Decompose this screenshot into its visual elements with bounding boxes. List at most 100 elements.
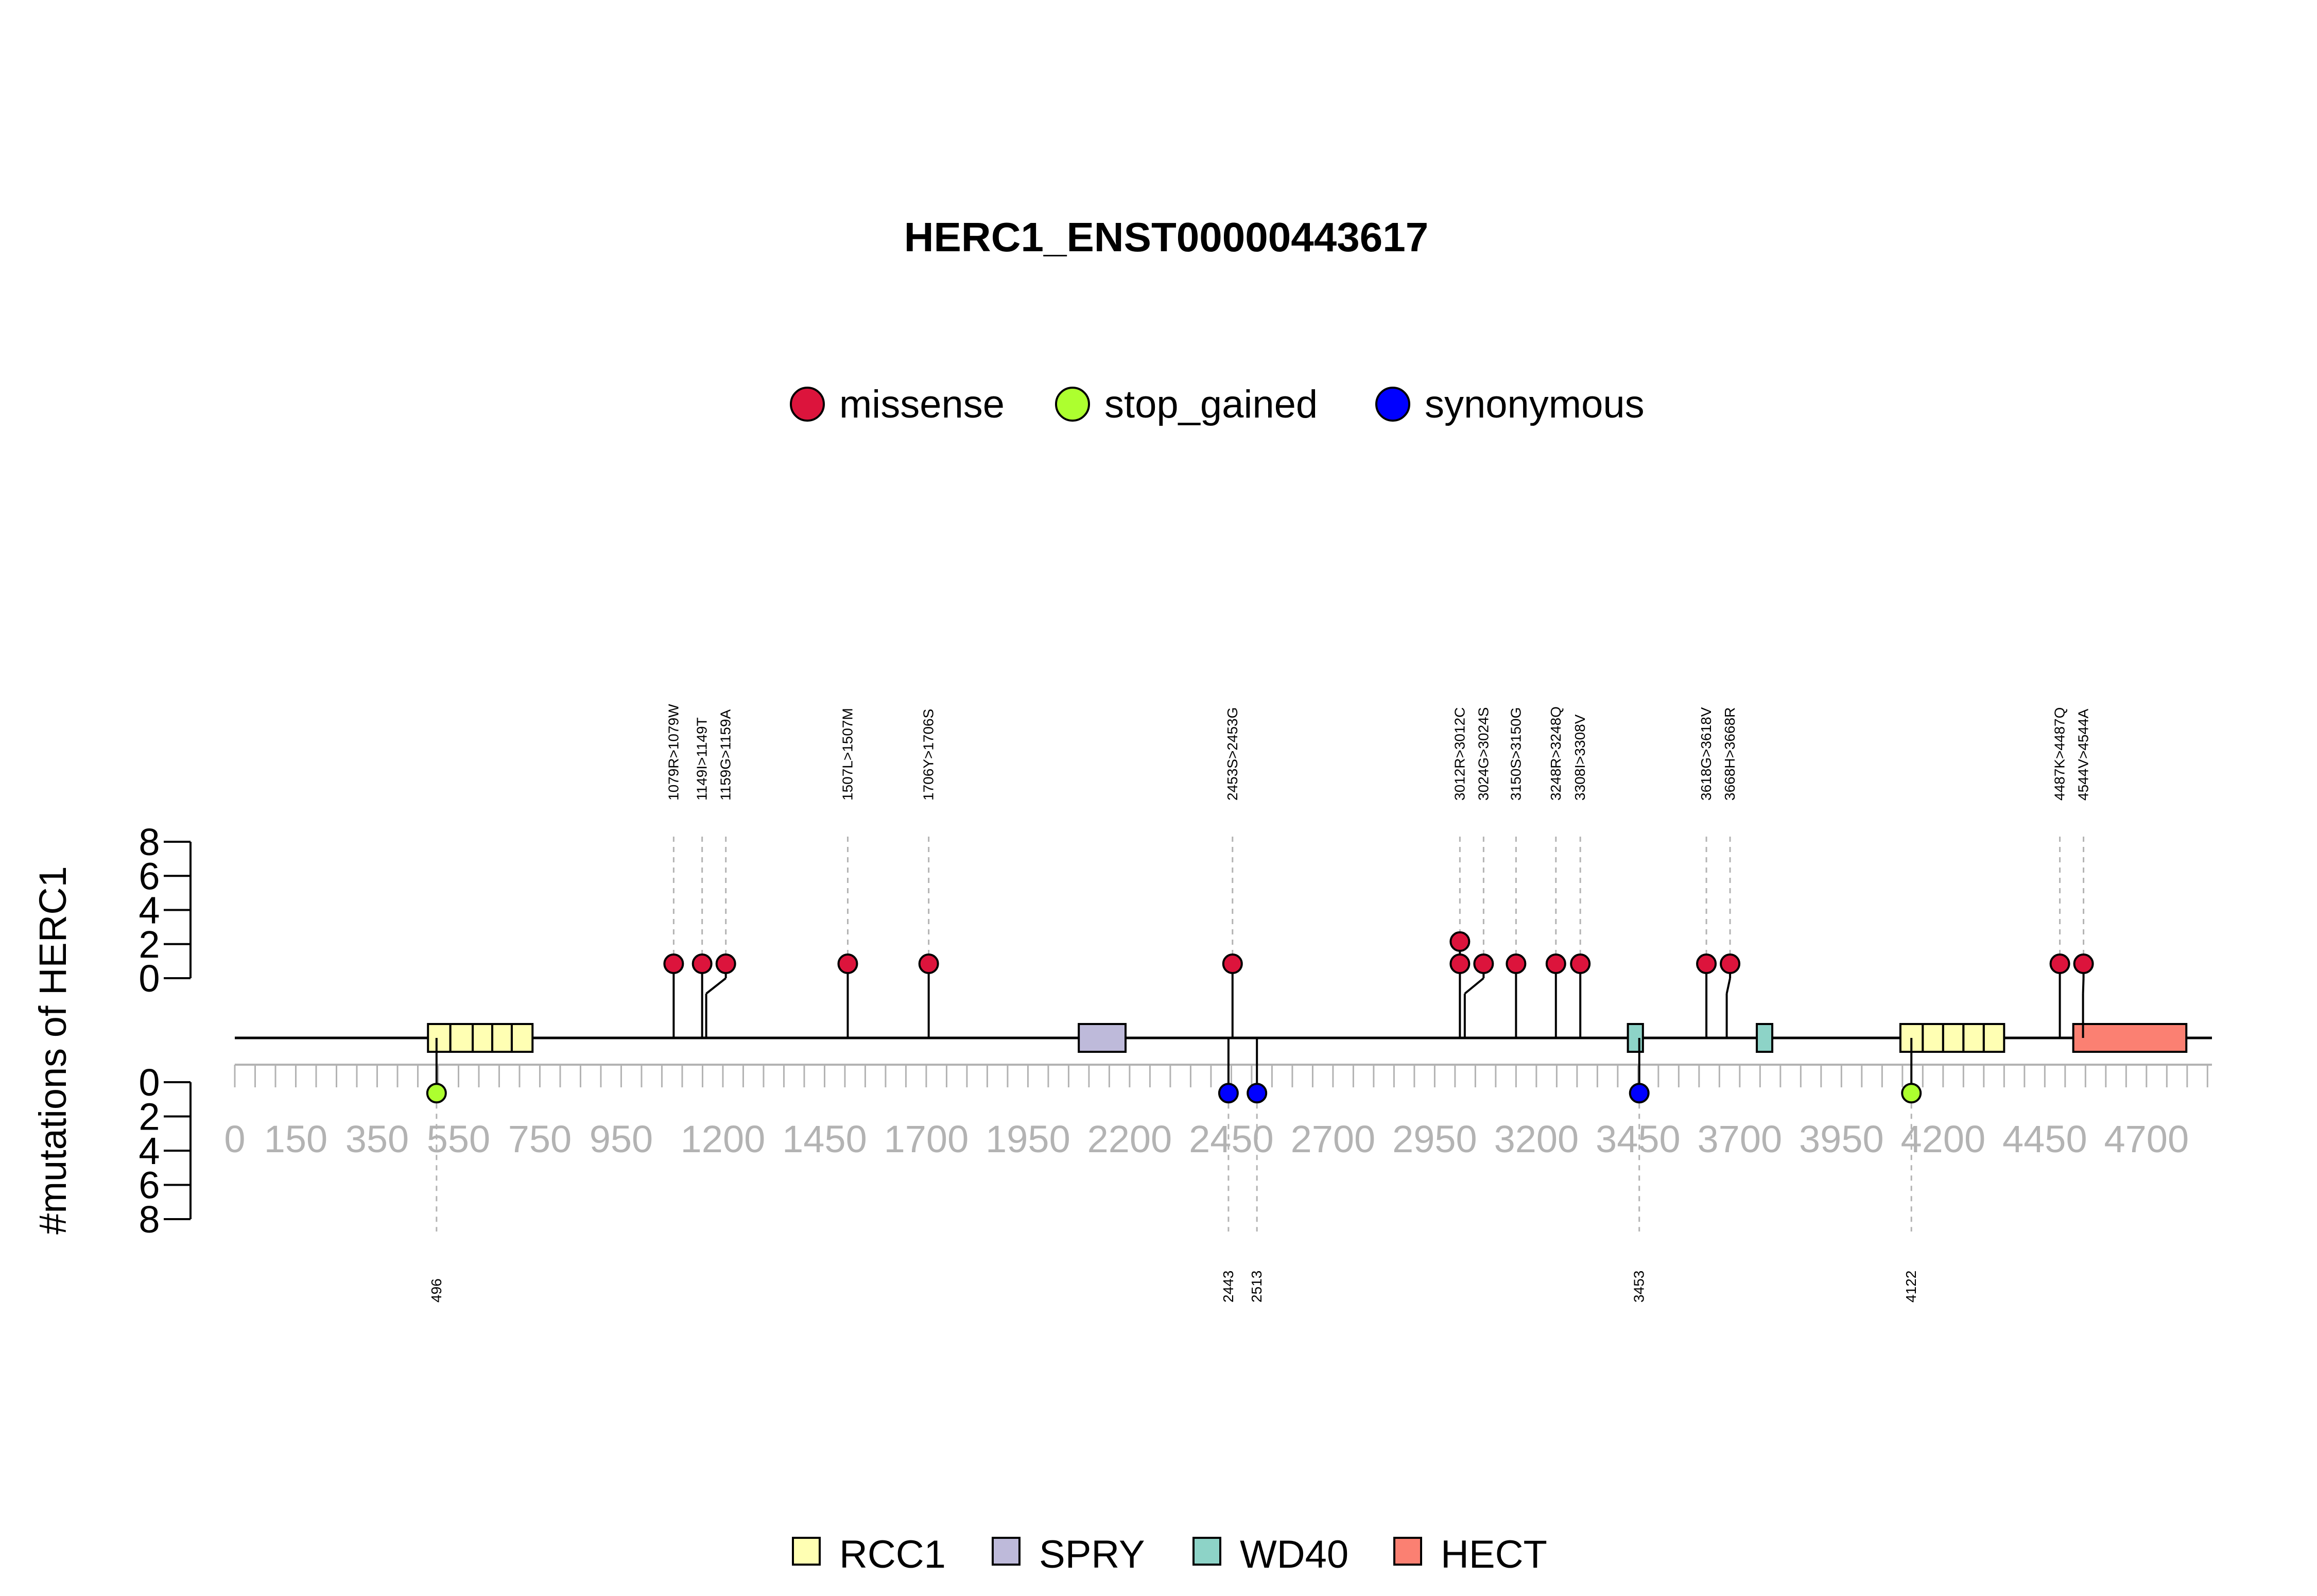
y-tick-label-top: 8 — [139, 821, 160, 863]
mutation-label: 1507L>1507M — [839, 708, 855, 801]
domain-wd40 — [1627, 1023, 1644, 1053]
domain-rcc1 — [1922, 1023, 1944, 1053]
y-axis-label: #mutations of HERC1 — [31, 866, 74, 1235]
mutation-label: 1159G>1159A — [718, 709, 734, 801]
x-tick-label: 750 — [508, 1118, 572, 1160]
mutation-point — [1720, 953, 1741, 974]
y-tick-label-bottom: 0 — [139, 1061, 160, 1104]
x-tick-label: 4200 — [1901, 1118, 1986, 1160]
y-tick-label-bottom: 4 — [139, 1130, 160, 1172]
mutation-label: 3668H>3668R — [1722, 707, 1738, 801]
x-tick-label: 150 — [264, 1118, 327, 1160]
legend-rcc1-swatch — [792, 1537, 821, 1566]
x-tick-label: 1200 — [681, 1118, 766, 1160]
y-tick-label-bottom: 8 — [139, 1198, 160, 1241]
mutation-label: 1149I>1149T — [694, 717, 710, 801]
y-tick-label-top: 2 — [139, 923, 160, 966]
mutation-label: 3618G>3618V — [1698, 707, 1714, 801]
mutation-point — [1570, 953, 1591, 974]
domain-wd40 — [1756, 1023, 1774, 1053]
legend-synonymous-marker — [1375, 387, 1410, 422]
mutation-label: 3012R>3012C — [1451, 707, 1467, 801]
domain-rcc1 — [1962, 1023, 1985, 1053]
mutation-label: 2453S>2453G — [1224, 707, 1240, 801]
x-tick-label: 2200 — [1087, 1118, 1172, 1160]
y-tick-label-top: 4 — [139, 889, 160, 932]
x-tick-label: 950 — [590, 1118, 653, 1160]
mutation-stem-bend — [2082, 978, 2085, 994]
mutation-point — [837, 953, 858, 974]
legend-wd40-swatch — [1192, 1537, 1221, 1566]
domain-spry — [1078, 1023, 1127, 1053]
mutation-point-bottom — [1629, 1083, 1650, 1104]
x-tick-label: 4450 — [2002, 1118, 2087, 1160]
mutation-stem-bend — [1725, 978, 1732, 994]
x-tick-label: 1950 — [985, 1118, 1070, 1160]
legend-hect-label: HECT — [1441, 1533, 1547, 1576]
x-axis: 0 150 350 550 750 950 1200 1450 1700 1950 2200 2450… — [224, 1064, 2212, 1160]
mutation-label: 3308I>3308V — [1572, 714, 1588, 801]
mutation-label: 3024G>3024S — [1475, 707, 1491, 801]
mutation-point — [1506, 953, 1527, 974]
domain-rcc1 — [427, 1023, 452, 1053]
mutation-label: 3248R>3248Q — [1548, 706, 1564, 801]
y-tick-label-bottom: 6 — [139, 1164, 160, 1207]
mutation-stem-bend — [705, 977, 727, 995]
y-tick-label-top: 0 — [139, 957, 160, 1000]
x-tick-label: 3950 — [1799, 1118, 1884, 1160]
domain-rcc1 — [491, 1023, 513, 1053]
mutation-point — [663, 953, 684, 974]
mutation-stem-bend — [1464, 977, 1484, 995]
mutation-point — [715, 953, 736, 974]
mutation-point — [2073, 953, 2094, 974]
domain-rcc1 — [449, 1023, 474, 1053]
domain-rcc1 — [472, 1023, 494, 1053]
mutation-point — [1222, 953, 1243, 974]
x-tick-label: 350 — [345, 1118, 409, 1160]
mutation-point-bottom — [1218, 1083, 1239, 1104]
x-tick-label: 3450 — [1596, 1118, 1681, 1160]
x-tick-label: 0 — [224, 1118, 245, 1160]
mutation-label: 1079R>1079W — [665, 704, 681, 801]
mutation-point — [1449, 931, 1471, 952]
y-tick-label-bottom: 2 — [139, 1096, 160, 1138]
mutation-label: 1706Y>1706S — [921, 709, 937, 801]
y-tick-label-top: 6 — [139, 855, 160, 897]
x-tick-label: 2450 — [1189, 1118, 1274, 1160]
x-tick-label: 4700 — [2104, 1118, 2189, 1160]
mutation-point — [918, 953, 939, 974]
mutation-point-bottom — [1247, 1083, 1268, 1104]
x-tick-label: 550 — [427, 1118, 490, 1160]
x-tick-label: 2700 — [1291, 1118, 1376, 1160]
legend-missense-marker — [790, 387, 825, 422]
legend-rcc1-label: RCC1 — [839, 1533, 946, 1576]
x-tick-label: 1700 — [884, 1118, 969, 1160]
legend-stop-gained-marker — [1055, 387, 1090, 422]
domain-rcc1 — [1982, 1023, 2005, 1053]
legend-missense-label: missense — [839, 383, 1005, 426]
mutation-position-label: 4122 — [1903, 1271, 1919, 1303]
mutation-point — [1696, 953, 1717, 974]
bottom-mutations: 496 2443 2513 3453 4122 — [426, 1038, 1922, 1303]
mutation-point — [1545, 953, 1566, 974]
chart-title: HERC1_ENST00000443617 — [904, 214, 1428, 260]
mutation-label: 4544V>4544A — [2076, 708, 2091, 801]
mutation-point — [691, 953, 713, 974]
domain-legend: RCC1 SPRY WD40 HECT — [792, 1533, 1547, 1576]
legend-hect-swatch — [1393, 1537, 1422, 1566]
domain-hect — [2072, 1023, 2188, 1053]
x-tick-label: 1450 — [782, 1118, 867, 1160]
mutation-point-bottom — [426, 1083, 447, 1104]
mutation-legend: missense stop_gained synonymous — [790, 383, 1645, 426]
mutation-position-label: 3453 — [1631, 1271, 1647, 1303]
mutation-position-label: 2513 — [1249, 1271, 1265, 1303]
x-tick-label: 3700 — [1698, 1118, 1783, 1160]
x-tick-label: 2950 — [1392, 1118, 1477, 1160]
legend-synonymous-label: synonymous — [1425, 383, 1645, 426]
top-mutations: 1079R>1079W 1149I>1149T 1159G>1159A 1507L>1… — [663, 704, 2094, 1038]
mutation-point — [1449, 953, 1471, 974]
legend-spry-swatch — [992, 1537, 1021, 1566]
